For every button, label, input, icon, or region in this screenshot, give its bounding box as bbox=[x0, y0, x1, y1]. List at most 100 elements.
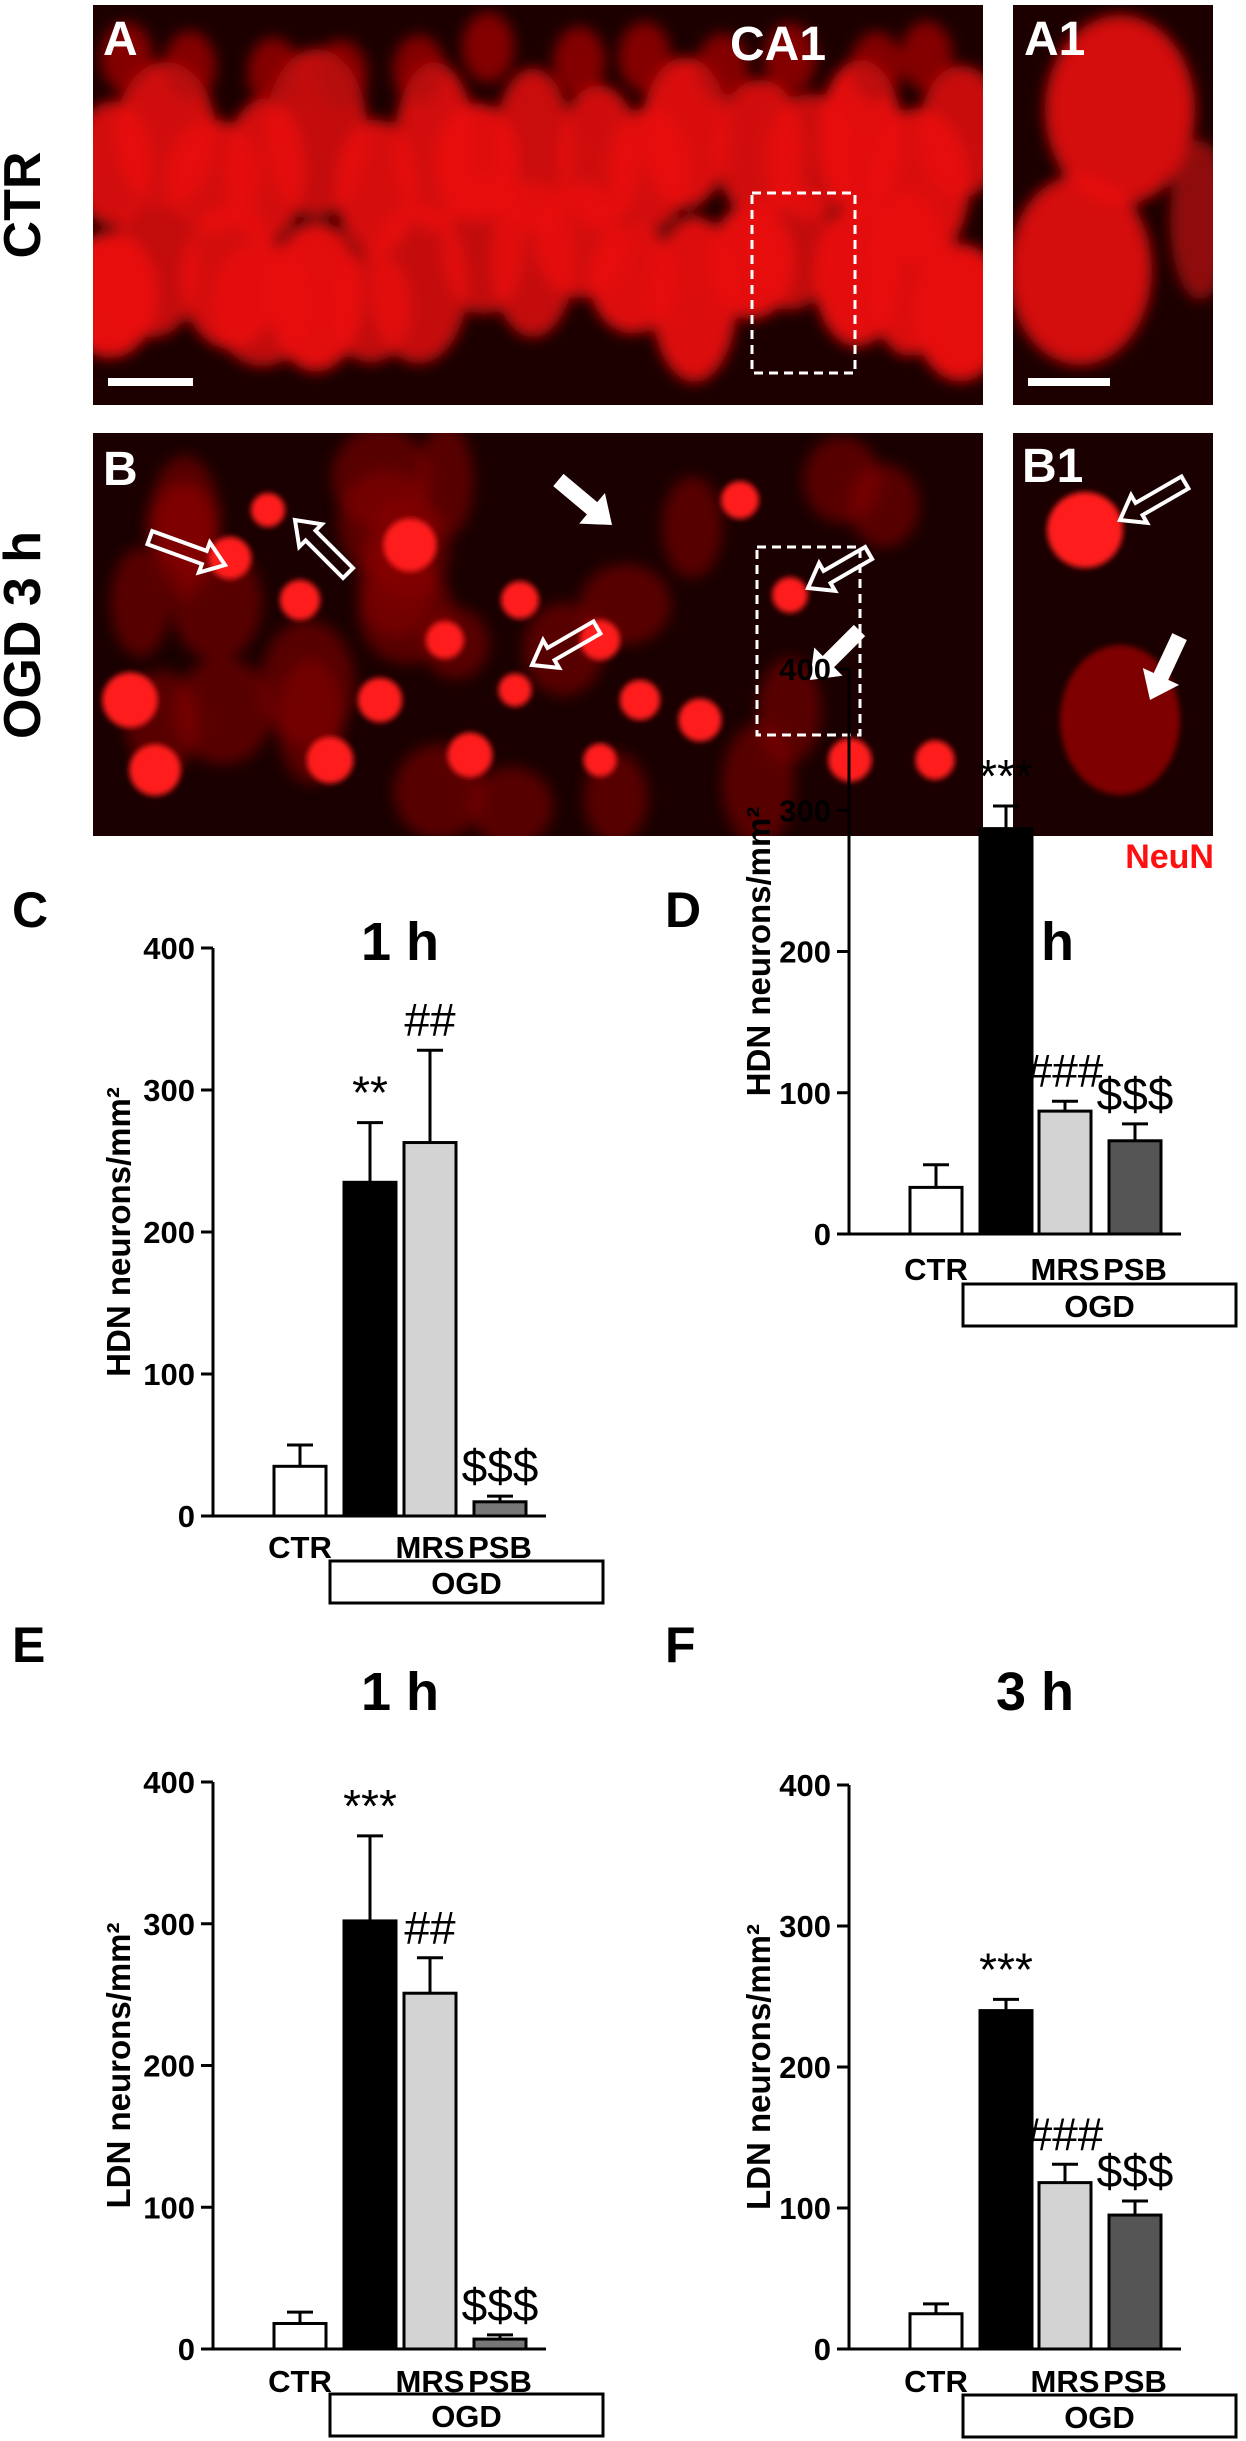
y-tick-label: 200 bbox=[779, 935, 831, 970]
y-tick-label: 400 bbox=[143, 931, 195, 966]
y-axis-label: LDN neurons/mm² bbox=[100, 1922, 137, 2208]
significance-marker: $$$ bbox=[462, 2279, 539, 2331]
group-label: OGD bbox=[431, 2399, 502, 2434]
panel-label-a: A bbox=[103, 13, 138, 66]
group-label: OGD bbox=[1064, 2400, 1135, 2435]
bar-ctr bbox=[908, 1185, 964, 1236]
micrograph-b: B bbox=[93, 433, 983, 836]
significance-marker: *** bbox=[979, 750, 1033, 802]
micrograph-b-arrows bbox=[144, 473, 875, 680]
x-category-label: MRS bbox=[1031, 2364, 1100, 2399]
scale-bar-a bbox=[108, 378, 193, 386]
neuron-cell bbox=[1045, 15, 1195, 205]
bar-ogd bbox=[342, 1919, 398, 2351]
bar-psb bbox=[472, 2337, 528, 2351]
significance-marker: $$$ bbox=[1097, 1068, 1174, 1120]
bar-mrs bbox=[1037, 1109, 1093, 1236]
bright-neuron-cell bbox=[579, 619, 621, 661]
y-tick-label: 200 bbox=[143, 2049, 195, 2084]
y-tick-label: 300 bbox=[143, 1073, 195, 1108]
open-arrow-icon bbox=[144, 528, 229, 576]
y-tick-label: 400 bbox=[143, 1765, 195, 1800]
bright-neuron-cell bbox=[619, 679, 661, 721]
neuron-cell bbox=[750, 181, 832, 310]
bar-ctr bbox=[908, 2312, 964, 2351]
group-box bbox=[961, 1282, 1238, 1328]
y-tick-label: 100 bbox=[779, 2191, 831, 2226]
chart-title: 3 h bbox=[996, 1662, 1074, 1722]
bright-neuron-cell bbox=[583, 743, 617, 777]
significance-marker: $$$ bbox=[462, 1440, 539, 1492]
panel-label-a1: A1 bbox=[1024, 13, 1085, 66]
y-tick-label: 0 bbox=[178, 2332, 195, 2367]
neuron-cell bbox=[618, 21, 671, 92]
panel-letter-f: F bbox=[665, 1617, 696, 1673]
charts-container: 1 h HDN neurons/mm² 0 100 200 300 400 CTR ** ## MR… bbox=[100, 652, 1238, 2439]
group-box bbox=[328, 1559, 605, 1605]
solid-arrow-icon bbox=[1142, 633, 1187, 700]
y-tick-label: 100 bbox=[143, 2190, 195, 2225]
significance-marker: $$$ bbox=[1097, 2145, 1174, 2197]
x-category-label: CTR bbox=[904, 1252, 968, 1287]
x-category-label: MRS bbox=[396, 1530, 465, 1565]
y-tick-label: 300 bbox=[143, 1907, 195, 1942]
y-tick-label: 200 bbox=[143, 1215, 195, 1250]
panel-label-b: B bbox=[103, 443, 138, 496]
bright-neuron-cell bbox=[447, 732, 493, 778]
bright-neuron-cell bbox=[426, 621, 464, 659]
x-category-label: PSB bbox=[1103, 2364, 1167, 2399]
significance-marker: ## bbox=[404, 994, 456, 1046]
x-category-label: CTR bbox=[268, 2364, 332, 2399]
y-tick-label: 0 bbox=[814, 1217, 831, 1252]
dim-neuron-cell bbox=[722, 723, 795, 836]
x-category-label: PSB bbox=[468, 1530, 532, 1565]
y-tick-label: 300 bbox=[779, 1909, 831, 1944]
bright-neuron-cell bbox=[721, 481, 759, 519]
significance-marker: ### bbox=[1027, 2108, 1104, 2160]
dim-neuron-cell bbox=[110, 547, 170, 657]
bright-neuron-cell bbox=[279, 579, 321, 621]
panel-label-b1: B1 bbox=[1022, 440, 1083, 493]
y-axis-label: LDN neurons/mm² bbox=[740, 1924, 777, 2210]
panel-letter-d: D bbox=[665, 882, 701, 938]
panel-letter-e: E bbox=[12, 1617, 45, 1673]
open-arrow-icon bbox=[529, 618, 604, 671]
group-label: OGD bbox=[1064, 1289, 1135, 1324]
open-arrow-icon bbox=[292, 517, 356, 581]
dim-neuron-cell bbox=[174, 657, 273, 765]
chart-title: 1 h bbox=[361, 1662, 439, 1722]
significance-marker: *** bbox=[979, 1943, 1033, 1995]
group-box bbox=[328, 2392, 605, 2438]
neuron-cell bbox=[247, 37, 300, 108]
dim-neuron-cell bbox=[260, 620, 355, 747]
y-tick-label: 400 bbox=[779, 1768, 831, 1803]
y-tick-label: 100 bbox=[143, 1357, 195, 1392]
region-label-ca1: CA1 bbox=[730, 18, 826, 71]
bright-neuron-cell bbox=[383, 518, 437, 572]
x-category-label: CTR bbox=[268, 1530, 332, 1565]
y-tick-label: 100 bbox=[779, 1076, 831, 1111]
group-box bbox=[961, 2393, 1238, 2439]
x-category-label: PSB bbox=[1103, 1252, 1167, 1287]
significance-marker: ** bbox=[352, 1067, 388, 1119]
chart-title: 1 h bbox=[361, 912, 439, 972]
neuron-cell bbox=[100, 22, 153, 93]
y-tick-label: 0 bbox=[178, 1499, 195, 1534]
scale-bar-a1 bbox=[1028, 378, 1110, 386]
neuron-cell bbox=[315, 39, 368, 110]
neuron-cell bbox=[462, 12, 515, 83]
bright-neuron-cell bbox=[129, 744, 181, 796]
y-tick-label: 200 bbox=[779, 2050, 831, 2085]
bright-neuron-cell bbox=[306, 736, 354, 784]
neuron-cell bbox=[764, 23, 817, 94]
bar-mrs bbox=[402, 1991, 458, 2351]
neuron-cell bbox=[912, 243, 983, 382]
row-label-ctr: CTR bbox=[0, 152, 52, 259]
zoom-region-box-a bbox=[750, 191, 857, 375]
group-label: OGD bbox=[431, 1566, 502, 1601]
micrograph-b1: B1 bbox=[1013, 433, 1213, 836]
bright-neuron-cell bbox=[501, 581, 539, 619]
neuron-cell bbox=[1170, 140, 1213, 300]
neuron-cell bbox=[919, 65, 983, 198]
